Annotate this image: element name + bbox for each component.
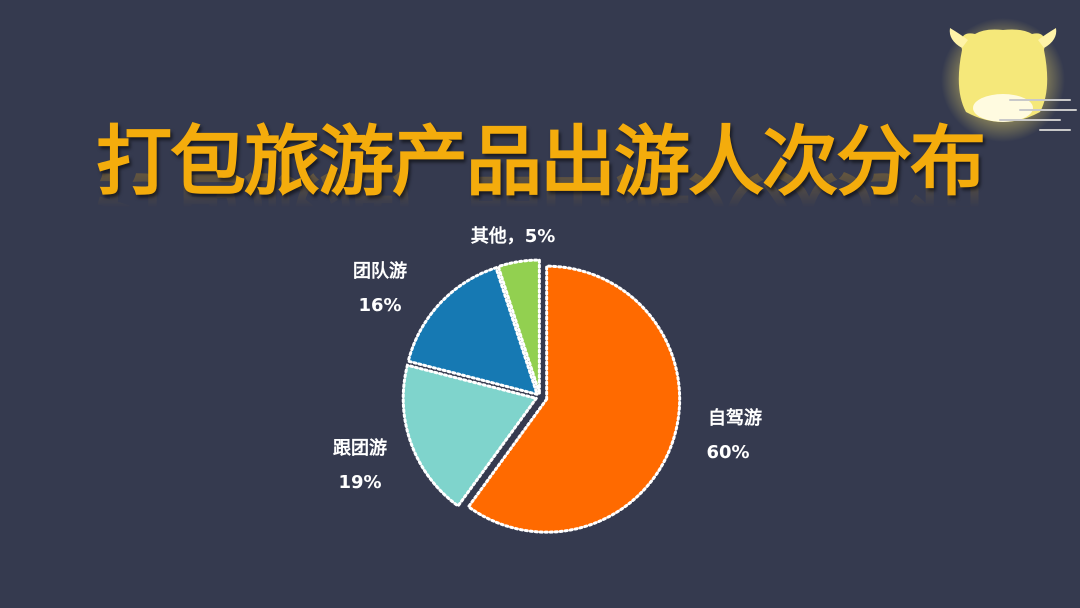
title-block: 打包旅游产品出游人次分布 打包旅游产品出游人次分布 — [0, 100, 1080, 251]
ox-mascot-icon — [941, 18, 1077, 142]
pie-slice-team — [406, 265, 540, 397]
pie-chart — [401, 258, 682, 534]
slice-label-value: 60% — [706, 442, 749, 463]
slice-label-other: 其他，5% — [471, 225, 556, 247]
slice-label-value: 19% — [338, 472, 381, 493]
page-title: 打包旅游产品出游人次分布 — [96, 117, 986, 206]
pie-slice-tour-group — [401, 363, 539, 509]
slice-label-combined: 其他，5% — [471, 225, 556, 247]
slice-label-self-drive: 自驾游 60% — [706, 407, 762, 463]
slice-label-tour-group: 跟团游 19% — [333, 437, 387, 493]
slice-label-team: 团队游 16% — [353, 260, 407, 316]
slice-label-value: 16% — [358, 295, 401, 316]
slice-label-name: 团队游 — [353, 260, 407, 282]
slice-label-name: 跟团游 — [333, 437, 387, 459]
pie-slice-other — [496, 258, 541, 394]
slice-label-name: 自驾游 — [708, 407, 762, 429]
pie-slice-self-drive — [466, 264, 682, 534]
